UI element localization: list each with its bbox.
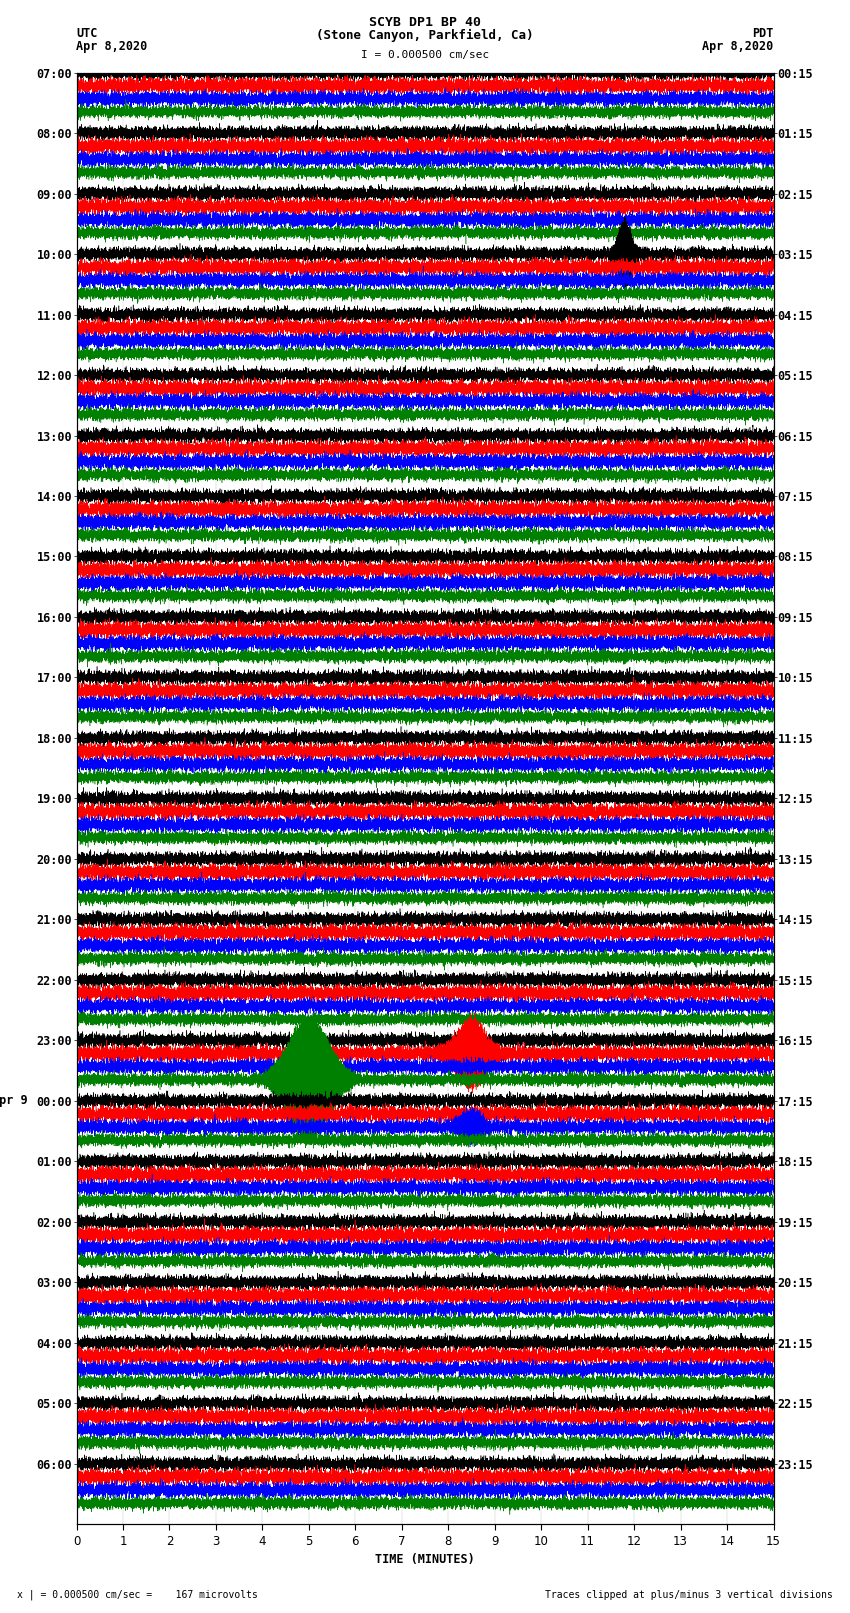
- X-axis label: TIME (MINUTES): TIME (MINUTES): [375, 1553, 475, 1566]
- Text: (Stone Canyon, Parkfield, Ca): (Stone Canyon, Parkfield, Ca): [316, 29, 534, 42]
- Text: Apr 9: Apr 9: [0, 1094, 28, 1108]
- Text: UTC: UTC: [76, 27, 98, 40]
- Text: Apr 8,2020: Apr 8,2020: [76, 40, 148, 53]
- Text: I = 0.000500 cm/sec: I = 0.000500 cm/sec: [361, 50, 489, 60]
- Text: Traces clipped at plus/minus 3 vertical divisions: Traces clipped at plus/minus 3 vertical …: [545, 1590, 833, 1600]
- Text: x | = 0.000500 cm/sec =    167 microvolts: x | = 0.000500 cm/sec = 167 microvolts: [17, 1589, 258, 1600]
- Text: SCYB DP1 BP 40: SCYB DP1 BP 40: [369, 16, 481, 29]
- Text: Apr 8,2020: Apr 8,2020: [702, 40, 774, 53]
- Text: PDT: PDT: [752, 27, 774, 40]
